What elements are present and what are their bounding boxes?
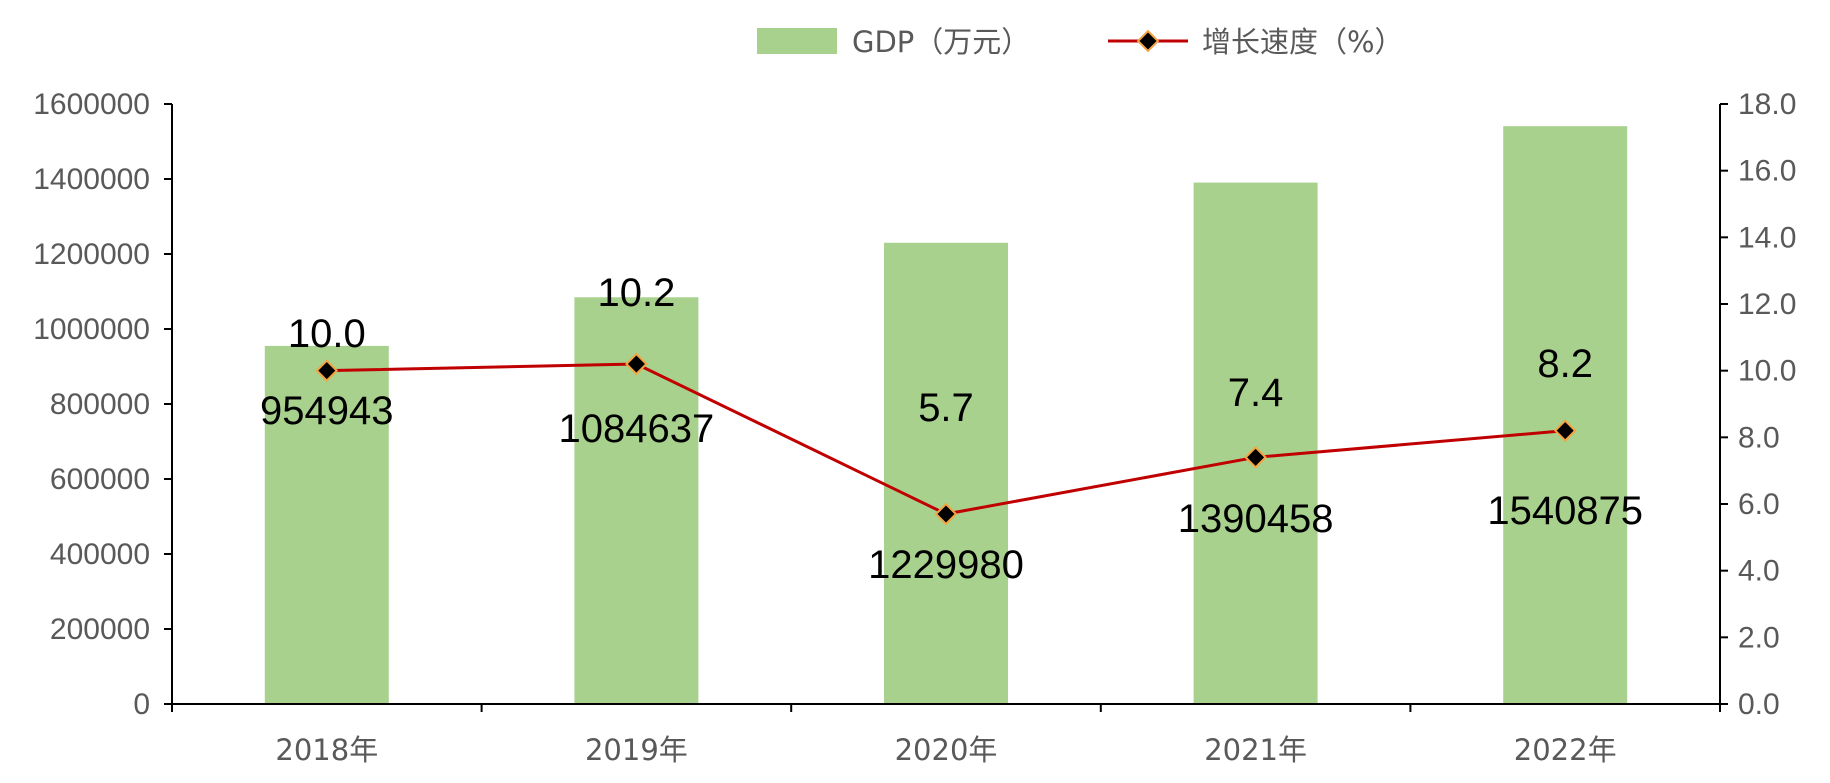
right-tick-label-2: 4.0 bbox=[1738, 555, 1780, 588]
x-tick-label-3: 2021年 bbox=[1204, 733, 1307, 767]
legend-swatch-gdp bbox=[757, 28, 837, 54]
left-tick-label-6: 1200000 bbox=[33, 238, 150, 271]
left-tick-label-5: 1000000 bbox=[33, 313, 150, 346]
growth-data-label-4: 8.2 bbox=[1537, 342, 1593, 386]
x-tick-label-1: 2019年 bbox=[585, 733, 688, 767]
right-tick-label-5: 10.0 bbox=[1738, 355, 1796, 388]
legend: GDP（万元） 增长速度（%） bbox=[757, 25, 1404, 59]
x-tick-label-0: 2018年 bbox=[275, 733, 378, 767]
gdp-bar-0 bbox=[264, 345, 389, 704]
growth-marker-1 bbox=[625, 352, 648, 376]
growth-line bbox=[315, 352, 1577, 526]
left-tick-label-4: 800000 bbox=[50, 388, 150, 421]
gdp-bars bbox=[264, 126, 1628, 704]
left-axis-ticks: 0 200000 400000 600000 800000 1000000 1200000 1… bbox=[33, 88, 172, 721]
left-tick-label-2: 400000 bbox=[50, 538, 150, 571]
gdp-data-label-4: 1540875 bbox=[1487, 489, 1643, 533]
growth-marker-4 bbox=[1553, 419, 1577, 442]
legend-label-growth: 增长速度（%） bbox=[1202, 25, 1404, 59]
right-tick-label-9: 18.0 bbox=[1738, 88, 1796, 121]
right-axis-ticks: 0.0 2.0 4.0 6.0 8.0 10.0 12.0 14.0 16.0 18.0 bbox=[1720, 88, 1796, 721]
right-tick-label-7: 14.0 bbox=[1738, 221, 1796, 254]
left-tick-label-7: 1400000 bbox=[33, 163, 150, 196]
x-tick-label-2: 2020年 bbox=[895, 733, 998, 767]
growth-data-label-0: 10.0 bbox=[288, 312, 366, 356]
growth-marker-2 bbox=[934, 502, 958, 526]
gdp-data-label-2: 1229980 bbox=[868, 543, 1024, 587]
left-tick-label-8: 1600000 bbox=[33, 88, 150, 121]
growth-data-label-2: 5.7 bbox=[918, 386, 974, 430]
data-labels: 954943 1084637 1229980 1390458 1540875 10.0 10… bbox=[260, 271, 1643, 587]
x-tick-label-4: 2022年 bbox=[1514, 733, 1617, 767]
right-tick-label-6: 12.0 bbox=[1738, 288, 1796, 321]
growth-data-label-1: 10.2 bbox=[597, 271, 675, 315]
legend-label-gdp: GDP（万元） bbox=[852, 25, 1030, 59]
gdp-data-label-1: 1084637 bbox=[559, 407, 715, 451]
legend-swatch-growth-marker bbox=[1136, 29, 1160, 53]
right-tick-label-4: 8.0 bbox=[1738, 421, 1780, 454]
growth-marker-0 bbox=[315, 359, 339, 382]
right-tick-label-1: 2.0 bbox=[1738, 621, 1780, 654]
gdp-data-label-0: 954943 bbox=[260, 389, 393, 433]
left-tick-label-1: 200000 bbox=[50, 613, 150, 646]
left-tick-label-3: 600000 bbox=[50, 463, 150, 496]
gdp-data-label-3: 1390458 bbox=[1178, 497, 1334, 541]
gdp-bar-4 bbox=[1503, 126, 1628, 704]
gdp-bar-2 bbox=[884, 242, 1008, 704]
right-tick-label-0: 0.0 bbox=[1738, 688, 1780, 721]
x-axis-ticks: 2018年 2019年 2020年 2021年 2022年 bbox=[171, 704, 1721, 767]
growth-data-label-3: 7.4 bbox=[1228, 371, 1284, 415]
right-tick-label-8: 16.0 bbox=[1738, 155, 1796, 188]
right-tick-label-3: 6.0 bbox=[1738, 488, 1780, 521]
growth-marker-3 bbox=[1244, 446, 1267, 469]
left-tick-label-0: 0 bbox=[133, 688, 150, 721]
gdp-bar-3 bbox=[1193, 182, 1318, 704]
